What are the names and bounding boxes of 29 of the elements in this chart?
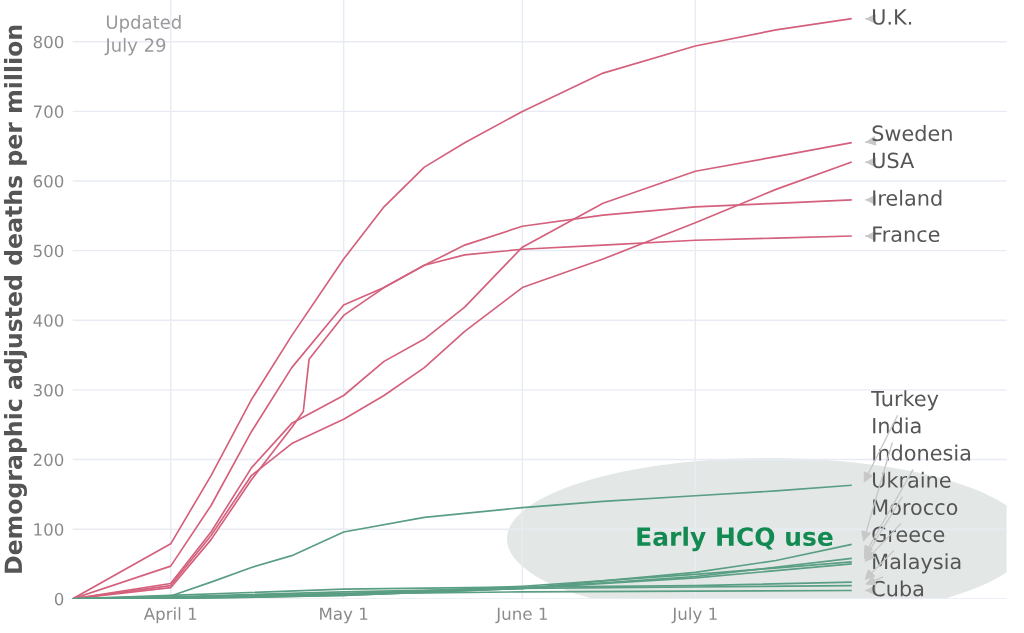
x-tick-label: July 1 <box>671 607 717 624</box>
annotation: Updated July 29 <box>104 14 181 56</box>
series-label: Cuba <box>872 580 924 597</box>
y-axis-title: Demographic adjusted deaths per million <box>3 25 27 573</box>
text: Turkey <box>871 390 939 411</box>
series-label: USA <box>872 152 915 169</box>
series-label: Sweden <box>872 125 952 142</box>
y-tick-label: 800 <box>33 35 64 49</box>
y-tick-label: 700 <box>33 105 64 118</box>
y-tick-label: 400 <box>33 314 64 327</box>
y-tick-label: 600 <box>33 175 64 188</box>
text: India <box>873 417 921 434</box>
text: Indonesia <box>873 444 971 461</box>
series-label: Ireland <box>873 189 942 206</box>
annotation: Early HCQ use <box>637 526 833 552</box>
series-label: France <box>873 226 940 243</box>
series-label: U.K. <box>872 9 912 25</box>
text: Greece <box>872 526 945 543</box>
y-tick-label: 200 <box>33 453 64 467</box>
y-tick-label: 300 <box>33 383 64 397</box>
y-tick-label: 100 <box>34 523 64 536</box>
x-tick-label: June 1 <box>495 607 547 624</box>
y-tick-label: 500 <box>33 244 64 258</box>
text: Ukraine <box>872 471 951 488</box>
x-tick-label: April 1 <box>143 607 197 624</box>
series-label: Malaysia <box>873 553 961 574</box>
text: Morocco <box>873 499 958 516</box>
x-tick-label: May 1 <box>320 607 368 624</box>
y-tick-label: 0 <box>54 592 64 606</box>
